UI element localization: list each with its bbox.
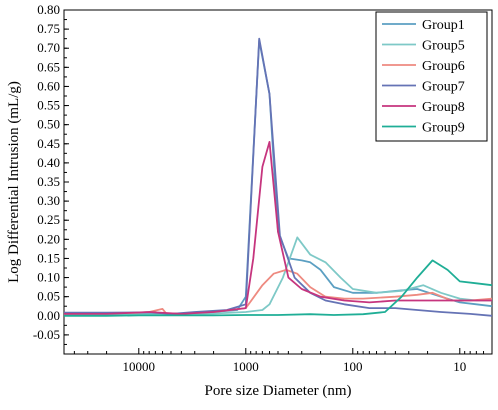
y-tick-label: 0.50	[37, 117, 60, 132]
y-tick-label: -0.05	[33, 327, 60, 342]
x-tick-label: 1000	[233, 359, 259, 374]
y-tick-label: 0.80	[37, 2, 60, 17]
x-tick-label: 10	[453, 359, 466, 374]
y-axis-title: Log Differential Intrusion (mL/g)	[6, 81, 22, 283]
legend-box	[375, 11, 488, 142]
y-tick-label: 0.20	[37, 231, 60, 246]
series-lines	[63, 37, 493, 317]
legend-label: Group5	[422, 39, 465, 54]
y-tick-label: 0.05	[37, 289, 60, 304]
series-line-group9	[64, 259, 493, 317]
x-tick-label: 10000	[123, 359, 156, 374]
x-tick-label: 100	[343, 359, 363, 374]
y-tick-label: 0.45	[37, 136, 60, 151]
y-tick-label: 0.15	[37, 250, 60, 265]
legend-label: Group8	[422, 100, 465, 115]
y-tick-label: 0.55	[37, 98, 60, 113]
x-axis-title: Pore size Diameter (nm)	[204, 383, 351, 399]
axis-ticks: -0.05 0.00 0.05 0.10 0.15 0.20 0.25 0.30 0.35 0.4…	[33, 2, 493, 374]
y-tick-label: 0.10	[37, 270, 60, 285]
y-tick-label: 0.75	[37, 21, 60, 36]
legend: Group1 Group5 Group6 Group7 Group8 Group9	[375, 11, 488, 142]
legend-label: Group6	[422, 59, 465, 74]
y-tick-label: 0.65	[37, 59, 60, 74]
y-tick-label: 0.70	[37, 40, 60, 55]
series-line-group5	[63, 236, 492, 316]
legend-label: Group7	[422, 80, 465, 95]
y-tick-label: 0.40	[37, 155, 60, 170]
legend-label: Group1	[422, 18, 465, 33]
y-tick-label: 0.00	[37, 308, 60, 323]
y-tick-label: 0.25	[37, 212, 60, 227]
series-line-group8	[64, 141, 492, 315]
y-tick-label: 0.35	[37, 174, 60, 189]
y-tick-label: 0.30	[37, 193, 60, 208]
legend-label: Group9	[422, 121, 465, 136]
y-tick-label: 0.60	[37, 78, 60, 93]
